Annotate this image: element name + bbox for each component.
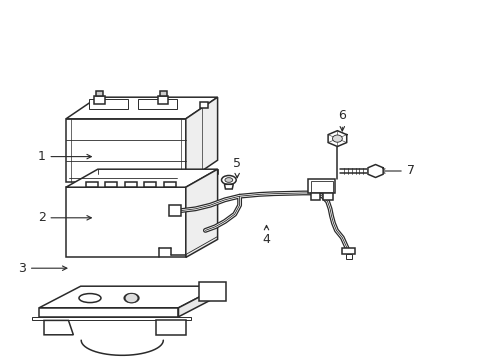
Text: 4: 4	[262, 225, 270, 246]
Bar	[159, 91, 166, 96]
Bar	[105, 182, 117, 187]
Bar	[157, 96, 168, 104]
Ellipse shape	[124, 294, 139, 302]
Polygon shape	[156, 320, 185, 335]
Polygon shape	[178, 286, 220, 317]
Text: 3: 3	[18, 262, 67, 275]
Polygon shape	[185, 169, 217, 257]
Polygon shape	[66, 187, 185, 257]
Bar	[96, 91, 103, 96]
Polygon shape	[224, 184, 233, 189]
Polygon shape	[199, 282, 225, 301]
Circle shape	[125, 293, 138, 303]
Polygon shape	[138, 99, 177, 109]
Polygon shape	[66, 169, 217, 187]
Polygon shape	[185, 97, 217, 182]
Polygon shape	[39, 286, 220, 308]
Bar	[322, 193, 332, 200]
Polygon shape	[342, 248, 354, 254]
Polygon shape	[66, 119, 185, 182]
Bar	[310, 181, 332, 192]
Polygon shape	[32, 317, 190, 320]
Polygon shape	[168, 205, 181, 216]
Polygon shape	[89, 99, 128, 109]
Text: 2: 2	[38, 211, 91, 224]
Ellipse shape	[224, 177, 232, 182]
Bar	[144, 182, 156, 187]
Polygon shape	[44, 320, 73, 335]
Ellipse shape	[221, 175, 236, 184]
Circle shape	[332, 135, 342, 142]
Text: 6: 6	[338, 109, 346, 131]
Polygon shape	[346, 254, 351, 259]
Polygon shape	[66, 97, 217, 119]
Text: 1: 1	[38, 150, 91, 163]
Bar	[94, 96, 104, 104]
Bar	[307, 179, 334, 193]
Polygon shape	[327, 131, 346, 147]
Bar	[85, 182, 98, 187]
Text: 7: 7	[380, 165, 414, 177]
Polygon shape	[39, 308, 178, 317]
Ellipse shape	[79, 294, 101, 302]
Bar	[310, 193, 320, 200]
Bar	[200, 102, 207, 108]
Bar	[124, 182, 137, 187]
Text: 5: 5	[233, 157, 241, 178]
Bar	[163, 182, 176, 187]
Polygon shape	[367, 165, 383, 177]
